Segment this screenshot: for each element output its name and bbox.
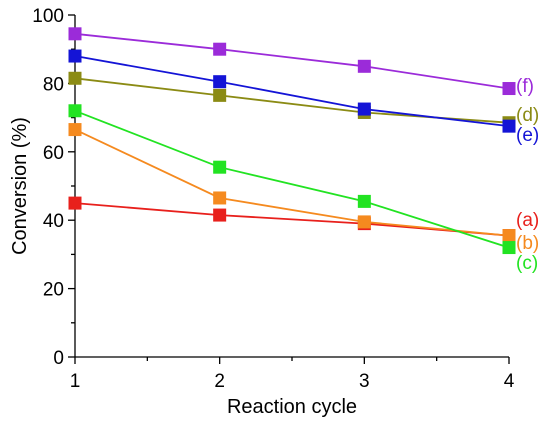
series-label-d: (d) <box>516 105 539 126</box>
data-point <box>357 102 371 116</box>
data-point <box>357 59 371 73</box>
series-line <box>74 202 510 237</box>
data-point <box>502 241 516 255</box>
series-label-e: (e) <box>516 125 539 146</box>
data-point <box>502 229 516 243</box>
data-point <box>502 119 516 133</box>
x-tick-label: 1 <box>70 371 81 392</box>
x-tick-label: 3 <box>359 371 370 392</box>
series-line <box>74 109 510 249</box>
series-line <box>74 128 510 237</box>
x-tick-label: 2 <box>214 371 225 392</box>
series-label-f: (f) <box>516 76 534 97</box>
series-line <box>74 32 510 90</box>
data-point <box>213 160 227 174</box>
data-point <box>502 82 516 96</box>
data-point <box>213 42 227 56</box>
data-point <box>68 49 82 63</box>
y-tick-label: 0 <box>53 348 64 369</box>
series-layer <box>68 27 516 255</box>
data-point <box>68 104 82 118</box>
data-point <box>68 27 82 41</box>
series-line <box>74 55 510 127</box>
series-f <box>68 27 516 96</box>
x-axis-title: Reaction cycle <box>227 396 357 418</box>
y-axis-title: Conversion (%) <box>9 117 31 255</box>
series-label-c: (c) <box>516 253 538 274</box>
series-b <box>68 123 516 243</box>
series-line <box>74 77 510 124</box>
data-point <box>213 191 227 205</box>
data-point <box>213 88 227 102</box>
series-c <box>68 104 516 255</box>
axes: 0 20 40 60 80 100 1 2 3 4 <box>32 6 514 392</box>
data-point <box>213 75 227 89</box>
data-point <box>68 196 82 210</box>
data-point <box>357 215 371 229</box>
series-e <box>68 49 516 133</box>
series-label-a: (a) <box>516 210 539 231</box>
data-point <box>68 71 82 85</box>
series-a <box>68 196 516 243</box>
series-d <box>68 71 516 130</box>
data-point <box>68 123 82 137</box>
data-point <box>213 208 227 222</box>
y-tick-label: 80 <box>43 74 64 95</box>
x-tick-label: 4 <box>504 371 515 392</box>
y-tick-label: 60 <box>43 143 64 164</box>
series-label-b: (b) <box>516 233 539 254</box>
series-labels: (a)(b)(c) (d)(e) (f) <box>516 76 539 274</box>
data-point <box>357 194 371 208</box>
y-tick-label: 40 <box>43 211 64 232</box>
y-tick-label: 20 <box>43 280 64 301</box>
y-tick-label: 100 <box>32 6 64 27</box>
